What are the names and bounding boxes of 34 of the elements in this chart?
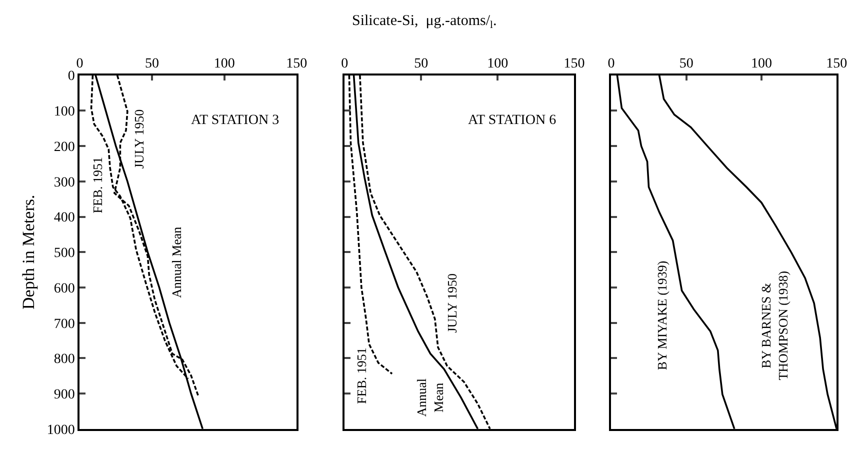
y-tick-label: 1000 [46,422,75,438]
y-tick-label: 200 [54,140,75,155]
x-tick-label: 150 [826,56,848,72]
y-tick-label: 300 [54,175,75,190]
x-tick-label: 50 [414,56,428,72]
y-tick-label: 0 [68,69,75,84]
text: JULY 1950 [131,109,146,169]
x-tick-label: 50 [145,56,160,72]
x-tick-label: 100 [750,56,772,72]
y-tick-label: 700 [54,316,75,332]
text: FEB. 1951 [90,157,105,214]
x-tick-label: 0 [341,56,348,72]
y-tick-label: 100 [54,104,75,120]
text: Annual Mean [169,226,184,298]
x-tick-label: 150 [564,56,585,72]
annotation: AT STATION 6 [468,113,556,128]
y-tick-label: 400 [54,210,75,226]
x-tick-label: 50 [679,56,694,72]
text: FEB. 1951 [354,348,369,404]
text: JULY 1950 [444,274,460,333]
y-axis-title: Depth in Meters. [18,194,38,310]
x-tick-label: 0 [608,56,615,72]
x-tick-label: 150 [286,56,308,72]
y-tick-label: 500 [54,246,75,262]
text: Annual Mean [414,378,446,417]
annotation: AT STATION 3 [191,113,280,128]
text: BY BARNES & THOMPSON (1938) [758,270,791,380]
y-tick-label: 600 [54,281,75,296]
x-tick-label: 100 [214,56,235,72]
x-tick-label: 100 [487,56,508,72]
y-tick-label: 900 [54,387,75,402]
x-axis-title: Silicate-Si, μg.-atoms/$_{l}$. [352,13,497,32]
y-tick-label: 800 [54,352,75,368]
text: BY MIYAKE (1939) [654,260,670,370]
